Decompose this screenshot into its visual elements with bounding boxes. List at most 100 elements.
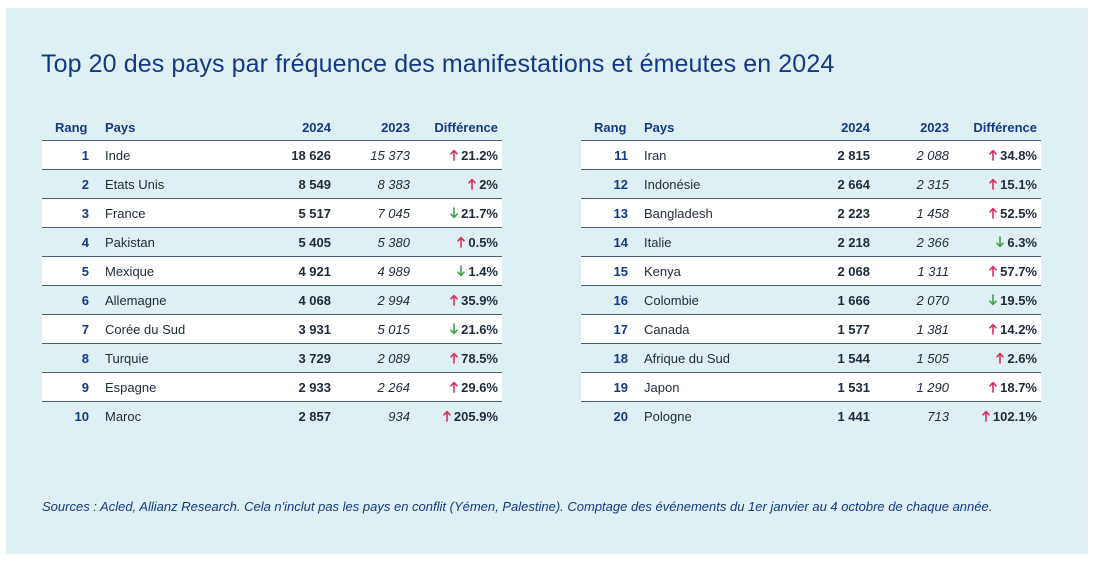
country-cell: Pologne bbox=[644, 409, 692, 424]
value-2023-cell: 8 383 bbox=[377, 177, 410, 192]
ranking-table-left: Rang Pays 2024 2023 Différence 1 Inde 18 6… bbox=[42, 112, 502, 430]
difference-value: 102.1% bbox=[992, 409, 1037, 424]
difference-cell: 57.7% bbox=[989, 264, 1037, 279]
country-cell: Bangladesh bbox=[644, 206, 713, 221]
rank-cell: 7 bbox=[81, 322, 89, 337]
difference-cell: 29.6% bbox=[450, 380, 498, 395]
value-2023-cell: 1 381 bbox=[916, 322, 949, 337]
table-row: 7 Corée du Sud 3 931 5 015 21.6% bbox=[42, 315, 502, 344]
value-2024-cell: 3 729 bbox=[298, 351, 331, 366]
difference-value: 18.7% bbox=[1000, 380, 1037, 395]
arrow-up-icon bbox=[989, 149, 997, 161]
table-row: 12 Indonésie 2 664 2 315 15.1% bbox=[581, 170, 1041, 199]
arrow-down-icon bbox=[450, 207, 458, 219]
table-row: 17 Canada 1 577 1 381 14.2% bbox=[581, 315, 1041, 344]
difference-cell: 2.6% bbox=[996, 351, 1037, 366]
value-2023-cell: 713 bbox=[927, 409, 949, 424]
country-cell: Colombie bbox=[644, 293, 699, 308]
arrow-up-icon bbox=[989, 381, 997, 393]
table-row: 14 Italie 2 218 2 366 6.3% bbox=[581, 228, 1041, 257]
table-row: 19 Japon 1 531 1 290 18.7% bbox=[581, 373, 1041, 402]
header-2023: 2023 bbox=[920, 120, 949, 135]
country-cell: Maroc bbox=[105, 409, 142, 424]
rank-cell: 11 bbox=[614, 148, 628, 163]
difference-cell: 34.8% bbox=[989, 148, 1037, 163]
table-header: Rang Pays 2024 2023 Différence bbox=[581, 112, 1041, 141]
difference-cell: 102.1% bbox=[982, 409, 1037, 424]
difference-value: 205.9% bbox=[453, 409, 498, 424]
country-cell: France bbox=[105, 206, 146, 221]
value-2024-cell: 2 223 bbox=[837, 206, 870, 221]
rank-cell: 18 bbox=[613, 351, 628, 366]
arrow-up-icon bbox=[982, 410, 990, 422]
difference-value: 21.6% bbox=[461, 322, 498, 337]
rank-cell: 5 bbox=[81, 264, 89, 279]
arrow-up-icon bbox=[450, 381, 458, 393]
difference-cell: 0.5% bbox=[457, 235, 498, 250]
value-2023-cell: 2 264 bbox=[377, 380, 410, 395]
difference-cell: 78.5% bbox=[450, 351, 498, 366]
difference-cell: 15.1% bbox=[989, 177, 1037, 192]
value-2023-cell: 934 bbox=[388, 409, 410, 424]
difference-value: 57.7% bbox=[1000, 264, 1037, 279]
header-difference: Différence bbox=[434, 120, 498, 135]
country-cell: Kenya bbox=[644, 264, 681, 279]
arrow-up-icon bbox=[468, 178, 477, 190]
header-pays: Pays bbox=[105, 120, 136, 135]
country-cell: Italie bbox=[644, 235, 672, 250]
difference-cell: 19.5% bbox=[989, 293, 1037, 308]
value-2023-cell: 5 015 bbox=[377, 322, 410, 337]
difference-value: 2.6% bbox=[1007, 351, 1037, 366]
arrow-down-icon bbox=[989, 294, 997, 306]
arrow-down-icon bbox=[996, 236, 1005, 248]
rank-cell: 19 bbox=[613, 380, 628, 395]
difference-cell: 52.5% bbox=[989, 206, 1037, 221]
country-cell: Turquie bbox=[105, 351, 149, 366]
value-2024-cell: 1 577 bbox=[837, 322, 870, 337]
table-row: 2 Etats Unis 8 549 8 383 2% bbox=[42, 170, 502, 199]
arrow-up-icon bbox=[450, 294, 458, 306]
value-2024-cell: 2 218 bbox=[837, 235, 870, 250]
rank-cell: 6 bbox=[81, 293, 89, 308]
value-2024-cell: 1 531 bbox=[837, 380, 870, 395]
value-2024-cell: 8 549 bbox=[298, 177, 331, 192]
value-2023-cell: 2 070 bbox=[916, 293, 949, 308]
table-body: 1 Inde 18 626 15 373 21.2% 2 Etats Unis 8 549 8 … bbox=[42, 141, 502, 430]
difference-cell: 21.6% bbox=[450, 322, 498, 337]
difference-value: 14.2% bbox=[1000, 322, 1037, 337]
rank-cell: 12 bbox=[613, 177, 628, 192]
header-pays: Pays bbox=[644, 120, 675, 135]
difference-cell: 35.9% bbox=[450, 293, 498, 308]
value-2023-cell: 2 089 bbox=[377, 351, 410, 366]
arrow-up-icon bbox=[443, 410, 451, 422]
difference-value: 1.4% bbox=[468, 264, 498, 279]
difference-value: 19.5% bbox=[1000, 293, 1037, 308]
header-difference: Différence bbox=[973, 120, 1037, 135]
rank-cell: 14 bbox=[613, 235, 628, 250]
difference-cell: 18.7% bbox=[989, 380, 1037, 395]
value-2023-cell: 4 989 bbox=[377, 264, 410, 279]
value-2024-cell: 4 068 bbox=[298, 293, 331, 308]
table-row: 3 France 5 517 7 045 21.7% bbox=[42, 199, 502, 228]
header-2023: 2023 bbox=[381, 120, 410, 135]
value-2024-cell: 2 857 bbox=[298, 409, 331, 424]
rank-cell: 4 bbox=[81, 235, 89, 250]
table-row: 8 Turquie 3 729 2 089 78.5% bbox=[42, 344, 502, 373]
value-2024-cell: 5 405 bbox=[298, 235, 331, 250]
difference-value: 0.5% bbox=[468, 235, 498, 250]
value-2024-cell: 2 068 bbox=[837, 264, 870, 279]
value-2023-cell: 1 458 bbox=[916, 206, 949, 221]
value-2024-cell: 4 921 bbox=[298, 264, 331, 279]
header-2024: 2024 bbox=[302, 120, 331, 135]
value-2023-cell: 1 505 bbox=[916, 351, 949, 366]
header-2024: 2024 bbox=[841, 120, 870, 135]
difference-value: 52.5% bbox=[1000, 206, 1037, 221]
ranking-table-right: Rang Pays 2024 2023 Différence 11 Iran 2 8… bbox=[581, 112, 1041, 430]
arrow-up-icon bbox=[457, 236, 466, 248]
table-row: 4 Pakistan 5 405 5 380 0.5% bbox=[42, 228, 502, 257]
value-2023-cell: 2 088 bbox=[916, 148, 949, 163]
country-cell: Inde bbox=[105, 148, 131, 163]
country-cell: Etats Unis bbox=[105, 177, 165, 192]
value-2023-cell: 2 315 bbox=[916, 177, 949, 192]
table-row: 1 Inde 18 626 15 373 21.2% bbox=[42, 141, 502, 170]
